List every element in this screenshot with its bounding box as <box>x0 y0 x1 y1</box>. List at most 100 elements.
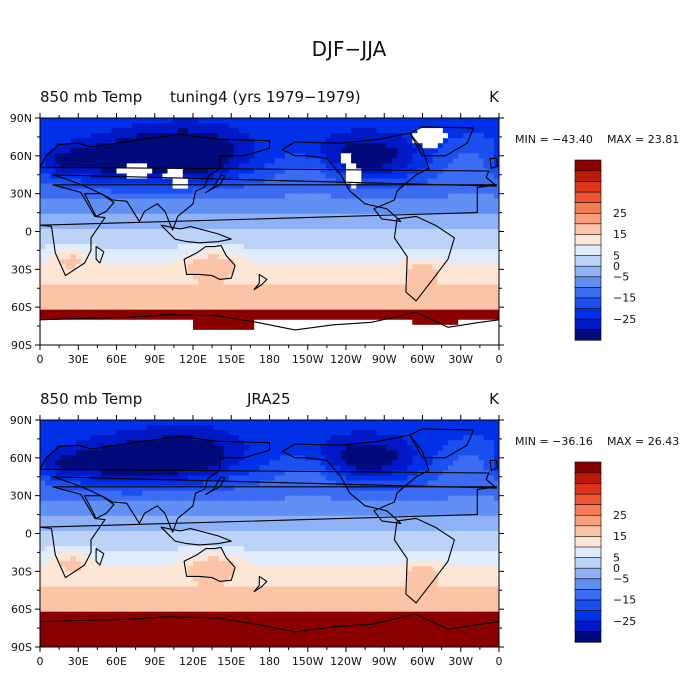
field-cell <box>335 193 342 200</box>
field-cell <box>91 455 97 461</box>
field-cell <box>422 208 429 215</box>
field-cell <box>111 284 118 291</box>
field-cell <box>391 425 398 431</box>
field-cell <box>249 193 255 200</box>
field-cell <box>50 455 56 461</box>
field-cell <box>493 198 499 205</box>
field-cell <box>213 455 220 461</box>
field-cell <box>478 249 485 255</box>
field-cell <box>493 148 499 154</box>
field-cell <box>335 128 342 134</box>
field-cell <box>269 198 276 205</box>
field-cell <box>407 445 413 451</box>
field-cell <box>167 284 174 291</box>
field-cell <box>335 188 342 195</box>
field-cell <box>305 203 311 210</box>
field-cell <box>238 324 245 331</box>
field-cell <box>335 153 342 159</box>
field-cell <box>162 259 169 265</box>
field-cell <box>60 274 67 281</box>
field-cell <box>55 163 61 170</box>
field-cell <box>126 218 133 225</box>
field-cell <box>136 128 143 134</box>
field-cell <box>463 223 469 230</box>
field-cell <box>264 329 271 336</box>
field-cell <box>346 440 352 446</box>
field-cell <box>315 314 322 321</box>
field-cell <box>397 274 403 281</box>
field-cell <box>147 208 153 215</box>
field-cell <box>193 254 199 260</box>
field-cell <box>315 168 322 175</box>
field-cell <box>182 118 189 124</box>
field-cell <box>356 173 362 180</box>
field-cell <box>366 138 373 144</box>
coastlines <box>40 126 499 345</box>
field-cell <box>121 420 128 426</box>
field-cell <box>397 143 403 149</box>
field-cell <box>371 289 378 296</box>
field-cell <box>473 269 480 275</box>
field-cell <box>162 279 169 286</box>
field-cell <box>106 289 112 296</box>
field-cell <box>259 143 265 149</box>
field-cell <box>111 269 118 275</box>
field-cell <box>208 138 214 144</box>
field-cell <box>402 324 408 331</box>
field-cell <box>310 183 316 190</box>
field-cell <box>203 234 209 240</box>
field-cell <box>203 435 209 441</box>
field-cell <box>458 208 464 215</box>
field-cell <box>249 168 255 175</box>
field-cell <box>187 208 194 215</box>
field-cell <box>340 430 347 436</box>
field-cell <box>55 324 61 331</box>
field-cell <box>493 208 499 215</box>
field-cell <box>85 420 92 426</box>
field-cell <box>386 319 393 326</box>
field-cell <box>96 158 102 164</box>
field-cell <box>274 213 281 220</box>
field-cell <box>75 223 82 230</box>
field-cell <box>75 218 82 225</box>
field-cell <box>305 264 311 270</box>
field-cell <box>70 339 77 345</box>
field-cell <box>167 304 174 311</box>
field-cell <box>305 193 311 200</box>
field-cell <box>45 198 51 205</box>
field-cell <box>279 173 286 180</box>
field-cell <box>223 168 230 175</box>
field-cell <box>453 203 459 210</box>
field-cell <box>101 188 107 195</box>
field-cell <box>305 460 311 466</box>
field-cell <box>244 148 250 154</box>
field-cell <box>238 148 245 154</box>
field-cell <box>478 244 485 250</box>
field-cell <box>340 133 347 139</box>
field-cell <box>371 314 378 321</box>
field-cell <box>325 334 332 341</box>
field-cell <box>417 430 424 436</box>
field-cell <box>198 430 204 436</box>
field-cell <box>463 244 469 250</box>
field-cell <box>121 218 128 225</box>
field-cell <box>386 264 393 270</box>
field-cell <box>203 314 209 321</box>
field-cell <box>238 294 245 301</box>
field-cell <box>121 450 128 456</box>
field-cell <box>167 138 174 144</box>
field-cell <box>75 314 82 321</box>
field-cell <box>264 254 271 260</box>
field-cell <box>244 284 250 291</box>
field-cell <box>442 445 449 451</box>
field-cell <box>432 143 439 149</box>
field-cell <box>91 274 97 281</box>
field-cell <box>152 228 158 235</box>
field-cell <box>488 148 495 154</box>
field-cell <box>193 158 199 164</box>
field-cell <box>121 223 128 230</box>
field-cell <box>45 168 51 175</box>
field-cell <box>478 440 485 446</box>
field-cell <box>346 294 352 301</box>
field-cell <box>162 249 169 255</box>
